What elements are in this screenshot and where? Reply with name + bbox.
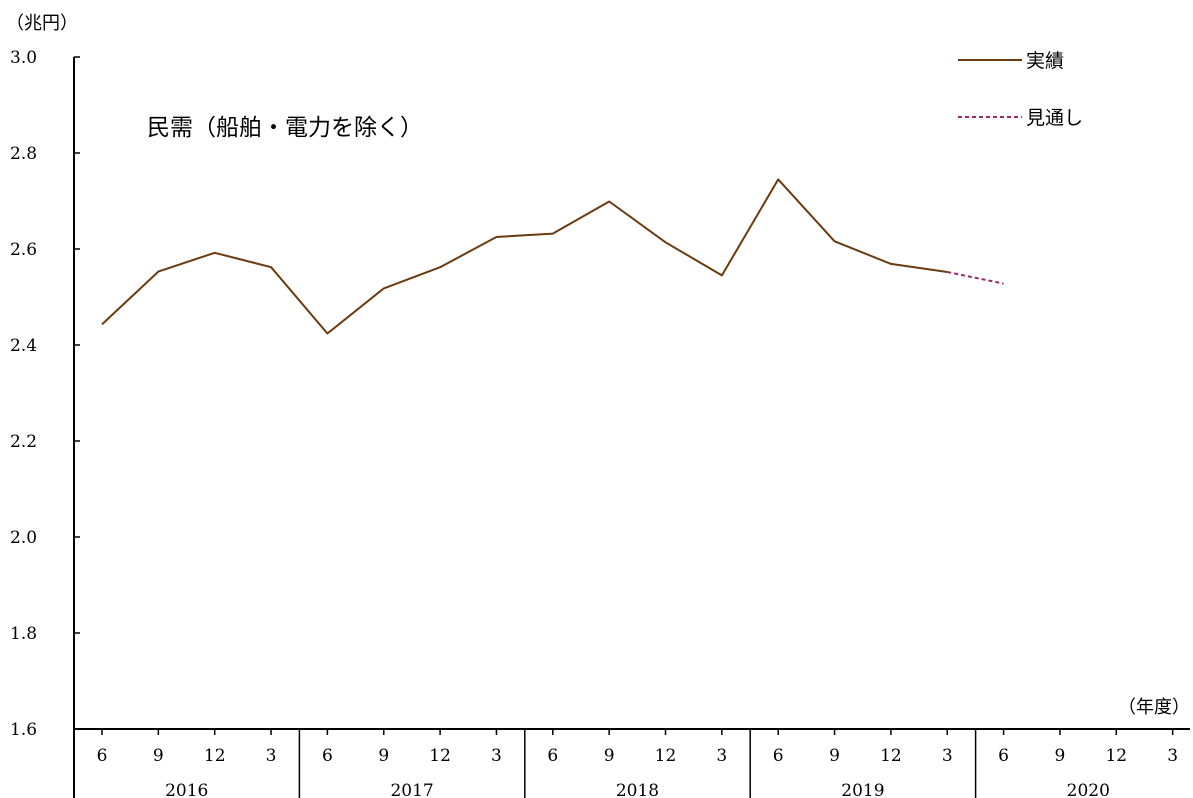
x-tick-label: 9 — [378, 746, 389, 766]
y-tick-label: 3.0 — [10, 48, 37, 68]
x-year-label: 2020 — [1067, 781, 1110, 798]
x-tick-label: 6 — [773, 746, 784, 766]
axes: 1.6 1.8 2.0 2.2 2.4 2.6 2.8 3.0 6 9 12 3 6 9 12 3 6 9 12 3 6… — [10, 48, 1190, 798]
x-tick-label: 3 — [716, 746, 727, 766]
legend-label-actual: 実績 — [1026, 50, 1064, 72]
x-tick-label: 6 — [547, 746, 558, 766]
x-tick-label: 3 — [942, 746, 953, 766]
x-year-label: 2019 — [841, 781, 884, 798]
y-tick-label: 2.0 — [10, 528, 37, 548]
x-year-label: 2017 — [390, 781, 433, 798]
y-tick-label: 2.2 — [10, 432, 37, 452]
x-unit-label: （年度） — [1118, 697, 1190, 718]
y-tick-label: 2.4 — [10, 336, 37, 356]
series-line-forecast — [947, 271, 1004, 285]
x-tick-label: 6 — [97, 746, 108, 766]
series-line-actual — [101, 178, 948, 335]
y-unit-label: （兆円） — [6, 13, 78, 34]
plot-area — [101, 178, 1004, 335]
x-tick-label: 12 — [429, 746, 451, 766]
x-tick-label: 3 — [491, 746, 502, 766]
x-tick-label: 9 — [604, 746, 615, 766]
y-tick-label: 1.6 — [10, 720, 37, 740]
x-tick-label: 3 — [266, 746, 277, 766]
x-tick-label: 12 — [880, 746, 902, 766]
x-tick-label: 6 — [322, 746, 333, 766]
y-tick-label: 2.6 — [10, 240, 37, 260]
x-tick-label: 9 — [1055, 746, 1066, 766]
chart-annotation: 民需（船舶・電力を除く） — [147, 115, 423, 141]
x-tick-label: 6 — [998, 746, 1009, 766]
x-tick-label: 9 — [829, 746, 840, 766]
x-tick-label: 3 — [1167, 746, 1178, 766]
y-tick-label: 2.8 — [10, 144, 37, 164]
legend-label-forecast: 見通し — [1026, 107, 1083, 129]
x-tick-label: 12 — [655, 746, 677, 766]
y-tick-label: 1.8 — [10, 624, 37, 644]
x-year-label: 2016 — [165, 781, 208, 798]
x-year-label: 2018 — [616, 781, 659, 798]
x-tick-label: 12 — [1105, 746, 1127, 766]
x-tick-label: 12 — [204, 746, 226, 766]
x-tick-label: 9 — [153, 746, 164, 766]
legend: 実績 見通し — [958, 50, 1083, 129]
